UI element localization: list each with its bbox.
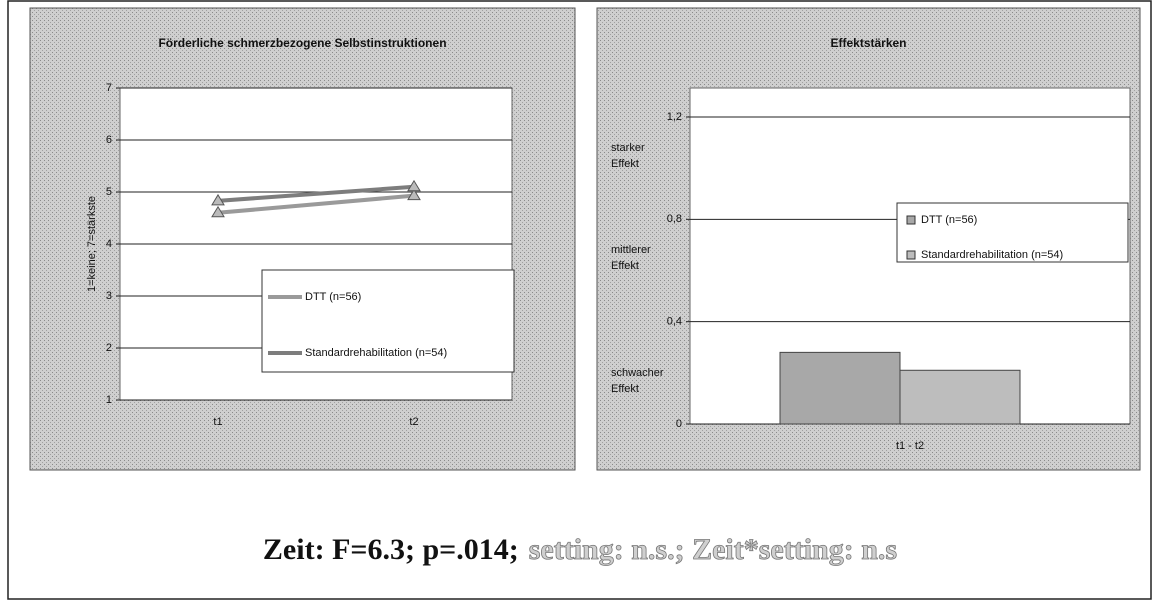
frame bbox=[7, 0, 1152, 600]
x-tick-label: t1 bbox=[213, 416, 222, 428]
footer: Zeit: F=6.3; p=.014; setting: n.s.; Zeit*… bbox=[263, 533, 897, 566]
legend bbox=[261, 269, 515, 373]
legend-swatch bbox=[906, 250, 916, 260]
legend-swatch bbox=[906, 215, 916, 225]
y-tick-label: 4 bbox=[106, 238, 112, 250]
y-tick-label: 5 bbox=[106, 186, 112, 198]
y-tick-label: 2 bbox=[106, 342, 112, 354]
legend bbox=[896, 202, 1129, 263]
legend-label: DTT (n=56) bbox=[921, 214, 977, 226]
y-tick-label: 0 bbox=[676, 418, 682, 430]
point bbox=[211, 193, 225, 206]
x-tick-label: t2 bbox=[409, 416, 418, 428]
y-tick-label: 0,8 bbox=[667, 213, 682, 225]
bar bbox=[899, 369, 1021, 425]
y-tick-label: 1 bbox=[106, 394, 112, 406]
annotation: schwacher bbox=[611, 367, 664, 379]
annotation: Effekt bbox=[611, 260, 639, 272]
footer-main: Zeit: F=6.3; p=.014; bbox=[263, 533, 519, 566]
legend-label: Standardrehabilitation (n=54) bbox=[305, 347, 447, 359]
y-tick-label: 6 bbox=[106, 134, 112, 146]
y-tick-label: 0,4 bbox=[667, 316, 682, 328]
point bbox=[211, 205, 225, 218]
bar bbox=[779, 351, 901, 425]
chart-title: Effektstärken bbox=[830, 36, 906, 50]
x-tick-label: t1 - t2 bbox=[896, 440, 924, 452]
series-line bbox=[217, 184, 415, 203]
chart-title: Förderliche schmerzbezogene Selbstinstru… bbox=[158, 36, 446, 50]
annotation: Effekt bbox=[611, 383, 639, 395]
annotation: starker bbox=[611, 142, 645, 154]
point bbox=[407, 188, 421, 201]
legend-label: DTT (n=56) bbox=[305, 291, 361, 303]
footer-muted: setting: n.s.; Zeit*setting: n.s bbox=[529, 533, 897, 566]
point bbox=[407, 179, 421, 192]
y-tick-label: 1,2 bbox=[667, 111, 682, 123]
y-tick-label: 3 bbox=[106, 290, 112, 302]
y-axis-label: 1=keine; 7=stärkste bbox=[86, 196, 98, 292]
annotation: Effekt bbox=[611, 158, 639, 170]
series-line bbox=[217, 193, 415, 215]
legend-label: Standardrehabilitation (n=54) bbox=[921, 249, 1063, 261]
annotation: mittlerer bbox=[611, 244, 651, 256]
y-tick-label: 7 bbox=[106, 82, 112, 94]
